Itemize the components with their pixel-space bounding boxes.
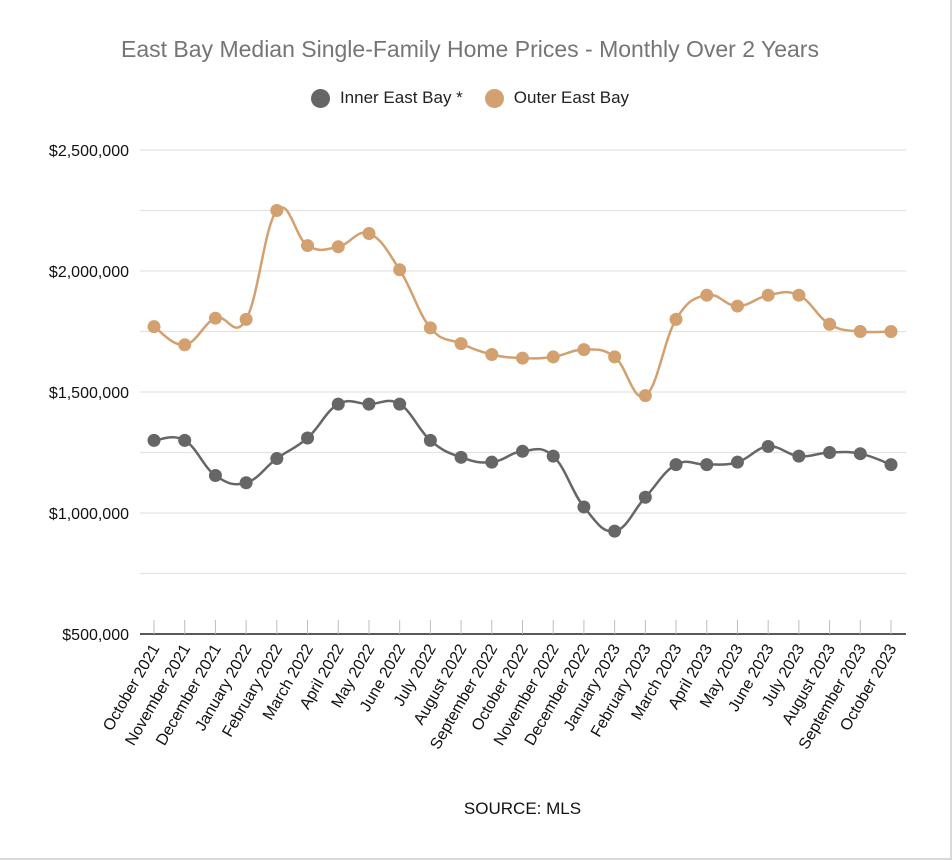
data-point-outer [301, 239, 315, 253]
data-point-inner [301, 431, 315, 445]
data-point-inner [485, 455, 499, 469]
y-tick-label: $1,500,000 [49, 385, 129, 402]
y-tick-label: $2,000,000 [49, 264, 129, 281]
data-point-outer [638, 389, 652, 403]
data-point-outer [178, 338, 192, 352]
y-tick-label: $2,500,000 [49, 143, 129, 160]
data-point-outer [147, 320, 161, 334]
data-point-outer [884, 325, 898, 338]
data-point-inner [362, 397, 376, 411]
legend-item-outer: Outer East Bay [484, 88, 630, 108]
data-point-inner [730, 455, 744, 469]
data-point-inner [669, 458, 683, 472]
series-line-outer [153, 206, 892, 398]
source-note: SOURCE: MLS [463, 799, 582, 818]
data-point-inner [239, 476, 253, 490]
data-point-inner [577, 500, 591, 514]
data-point-inner [178, 433, 192, 447]
data-point-outer [485, 347, 499, 361]
data-point-inner [270, 452, 284, 466]
data-point-inner [823, 446, 837, 459]
data-point-outer [608, 350, 622, 364]
data-point-inner [700, 458, 714, 472]
data-point-outer [454, 337, 468, 351]
data-point-inner [792, 449, 806, 463]
data-point-inner [853, 447, 867, 461]
legend-item-inner: Inner East Bay * [310, 88, 463, 108]
data-point-outer [423, 321, 437, 335]
data-point-outer [761, 288, 775, 302]
legend: Inner East Bay * Outer East Bay [0, 88, 940, 108]
data-point-inner [423, 433, 437, 447]
data-point-outer [270, 204, 284, 217]
data-point-outer [546, 350, 560, 364]
legend-label-inner: Inner East Bay * [339, 88, 463, 107]
data-point-inner [638, 490, 652, 504]
data-point-outer [823, 317, 837, 331]
data-point-inner [147, 433, 161, 447]
chart-title: East Bay Median Single-Family Home Price… [121, 36, 819, 62]
legend-label-outer: Outer East Bay [513, 88, 630, 107]
y-tick-label: $1,000,000 [49, 506, 129, 523]
data-point-outer [792, 288, 806, 302]
data-point-outer [853, 325, 867, 338]
data-point-inner [516, 444, 529, 458]
legend-marker-outer [484, 88, 504, 108]
data-point-inner [546, 449, 560, 463]
data-point-outer [516, 351, 529, 365]
data-point-outer [700, 288, 714, 302]
data-point-outer [393, 263, 407, 277]
data-point-inner [331, 397, 345, 411]
data-point-inner [761, 439, 775, 453]
data-point-outer [730, 299, 744, 313]
data-point-outer [362, 226, 376, 240]
data-point-outer [669, 312, 683, 326]
data-point-inner [393, 397, 407, 411]
y-tick-label: $500,000 [62, 627, 129, 644]
data-point-inner [884, 458, 898, 472]
data-point-inner [608, 524, 622, 538]
data-point-outer [577, 343, 591, 357]
data-point-inner [208, 468, 222, 482]
series-line-inner [153, 399, 892, 533]
data-point-outer [208, 311, 222, 325]
legend-marker-inner [310, 88, 330, 108]
data-point-outer [331, 240, 345, 254]
data-point-outer [239, 312, 253, 326]
data-point-inner [454, 450, 468, 464]
